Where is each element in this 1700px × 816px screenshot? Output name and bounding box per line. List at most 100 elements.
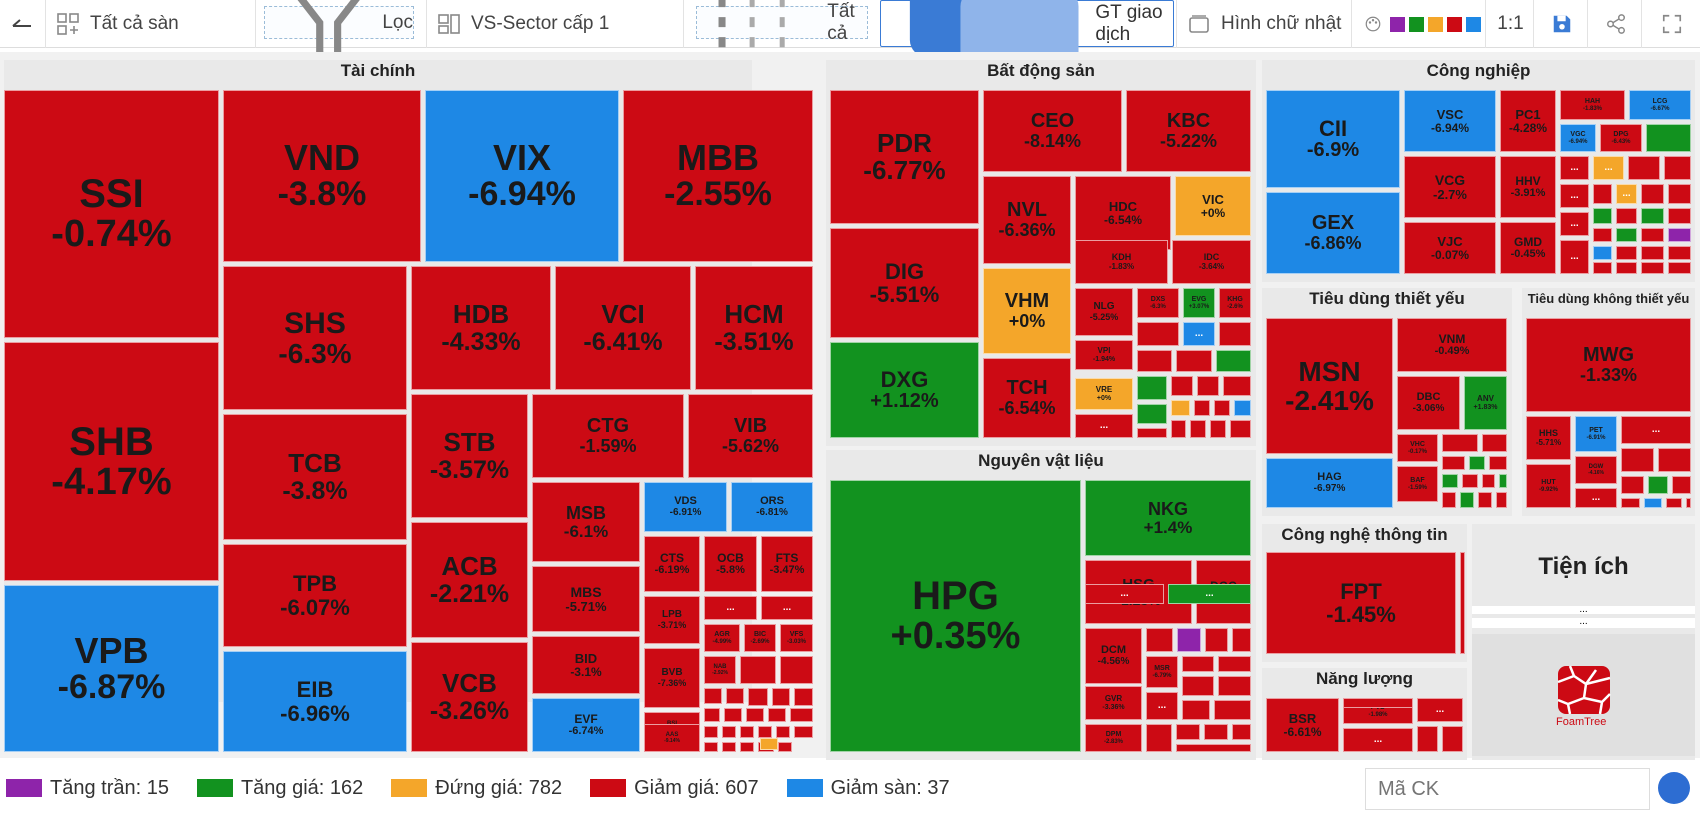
stock-tile-small[interactable] (1593, 246, 1612, 260)
stock-tile-small[interactable] (740, 742, 754, 752)
stock-tile-pdr[interactable]: PDR -6.77% (830, 90, 979, 224)
shape-select[interactable]: Hình chữ nhật (1176, 0, 1352, 48)
stock-tile-dig[interactable]: DIG -5.51% (830, 228, 979, 338)
stock-tile-tpb[interactable]: TPB -6.07% (223, 544, 407, 647)
palette-swatch[interactable] (1409, 16, 1424, 32)
stock-tile-ocb[interactable]: OCB -5.8% (704, 536, 757, 592)
stock-tile-anv[interactable]: ANV +1.83% (1464, 376, 1507, 430)
stock-tile-small[interactable] (1460, 552, 1465, 654)
stock-tile-small[interactable]: ... (1575, 488, 1617, 508)
stock-tile-idc[interactable]: IDC -3.64% (1172, 240, 1251, 284)
stock-tile-nvl[interactable]: NVL -6.36% (983, 176, 1071, 264)
fullscreen-button[interactable] (1644, 0, 1700, 48)
stock-tile-small[interactable]: ... (1417, 698, 1463, 722)
stock-tile-vhm[interactable]: VHM +0% (983, 268, 1071, 354)
stock-tile-small[interactable]: ... (1075, 414, 1133, 438)
stock-tile-vnm[interactable]: VNM -0.49% (1397, 318, 1507, 372)
stock-tile-small[interactable] (1641, 208, 1664, 224)
stock-tile-vfs[interactable]: VFS -3.03% (780, 624, 813, 652)
stock-tile-aas[interactable]: AAS -9.14% (644, 724, 700, 752)
stock-tile-small[interactable] (704, 742, 718, 752)
share-button[interactable] (1590, 0, 1642, 48)
stock-tile-stb[interactable]: STB -3.57% (411, 394, 528, 518)
stock-tile-dpm[interactable]: DPM -2.83% (1085, 724, 1142, 752)
stock-tile-small[interactable] (1469, 456, 1485, 470)
stock-tile-small[interactable] (1666, 498, 1682, 508)
stock-tile-small[interactable] (1686, 498, 1691, 508)
stock-tile-small[interactable] (776, 726, 790, 738)
stock-tile-small[interactable] (1442, 726, 1463, 752)
stock-tile-small[interactable] (1442, 456, 1465, 470)
stock-tile-small[interactable] (1177, 628, 1201, 652)
stock-tile-small[interactable] (1232, 724, 1251, 740)
stock-tile-vnd[interactable]: VND -3.8% (223, 90, 421, 262)
stock-tile-hdc[interactable]: HDC -6.54% (1075, 176, 1171, 250)
exchange-select[interactable]: Tất cả sàn (46, 0, 256, 48)
utility-subgroup[interactable]: ... (1472, 605, 1695, 615)
stock-tile-small[interactable] (1205, 628, 1228, 652)
stock-tile-bid[interactable]: BID -3.1% (532, 636, 640, 694)
stock-tile-hah[interactable]: HAH -1.83% (1560, 90, 1625, 120)
stock-tile-bvb[interactable]: BVB -7.36% (644, 648, 700, 708)
stock-tile-small[interactable] (1593, 228, 1612, 242)
stock-tile-gex[interactable]: GEX -6.86% (1266, 192, 1400, 274)
stock-tile-small[interactable] (780, 656, 813, 684)
stock-tile-pet[interactable]: PET -6.91% (1575, 416, 1617, 452)
stock-tile-dgw[interactable]: DGW -4.16% (1575, 456, 1617, 484)
filter-button[interactable]: Lọc (264, 0, 414, 69)
stock-tile-agr[interactable]: AGR -4.99% (704, 624, 740, 652)
stock-tile-lpb[interactable]: LPB -3.71% (644, 596, 700, 644)
stock-tile-small[interactable] (772, 688, 790, 706)
stock-tile-bsr[interactable]: BSR -6.61% (1266, 698, 1339, 752)
stock-tile-small[interactable] (704, 708, 720, 722)
stock-tile-small[interactable] (1593, 262, 1612, 274)
stock-tile-small[interactable] (1137, 428, 1167, 438)
stock-tile-shb[interactable]: SHB -4.17% (4, 342, 219, 581)
stock-tile-small[interactable] (1460, 492, 1474, 508)
stock-tile-small[interactable] (1668, 262, 1691, 274)
stock-tile-vcg[interactable]: VCG -2.7% (1404, 156, 1496, 218)
stock-tile-vix[interactable]: VIX -6.94% (425, 90, 619, 262)
stock-tile-small[interactable] (760, 738, 778, 750)
stock-tile-small[interactable] (1204, 724, 1228, 740)
back-button[interactable] (0, 0, 46, 48)
stock-tile-ssi[interactable]: SSI -0.74% (4, 90, 219, 338)
stock-tile-small[interactable] (1146, 628, 1173, 652)
stock-tile-small[interactable] (1182, 676, 1214, 696)
stock-tile-small[interactable] (794, 726, 813, 738)
stock-tile-small[interactable]: ... (1146, 692, 1178, 720)
stock-tile-small[interactable] (1171, 420, 1186, 438)
stock-tile-small[interactable]: ... (1560, 212, 1589, 236)
stock-tile-small[interactable] (1137, 350, 1172, 372)
scope-select[interactable]: Tất cả (696, 0, 868, 72)
stock-tile-small[interactable] (1171, 376, 1193, 396)
stock-tile-small[interactable] (1146, 724, 1172, 752)
stock-tile-small[interactable] (1616, 208, 1637, 224)
stock-tile-small[interactable] (1194, 400, 1210, 416)
stock-tile-small[interactable] (1482, 434, 1507, 452)
stock-tile-small[interactable] (1218, 676, 1251, 696)
stock-tile-small[interactable] (726, 688, 744, 704)
stock-tile-small[interactable]: ... (1560, 156, 1589, 180)
stock-tile-small[interactable] (1646, 124, 1691, 152)
palette-swatch[interactable] (1390, 16, 1405, 32)
stock-tile-small[interactable]: ... (704, 596, 757, 620)
stock-tile-small[interactable] (748, 688, 768, 706)
stock-tile-dcm[interactable]: DCM -4.56% (1085, 628, 1142, 684)
stock-search-input[interactable] (1365, 768, 1650, 810)
stock-tile-dbc[interactable]: DBC -3.06% (1397, 376, 1460, 430)
stock-tile-kdh[interactable]: KDH -1.83% (1075, 240, 1168, 284)
stock-tile-mwg[interactable]: MWG -1.33% (1526, 318, 1691, 412)
stock-tile-vci[interactable]: VCI -6.41% (555, 266, 691, 390)
stock-tile-small[interactable] (1234, 400, 1251, 416)
stock-tile-hhv[interactable]: HHV -3.91% (1500, 156, 1556, 218)
stock-tile-small[interactable] (1137, 404, 1167, 424)
stock-tile-small[interactable] (778, 742, 792, 752)
stock-tile-small[interactable] (1489, 456, 1507, 470)
stock-tile-small[interactable] (1442, 434, 1478, 452)
stock-tile-small[interactable] (1621, 476, 1644, 494)
stock-tile-small[interactable] (1668, 184, 1691, 204)
stock-tile-small[interactable] (1197, 376, 1219, 396)
stock-tile-small[interactable] (1593, 208, 1612, 224)
stock-tile-vjc[interactable]: VJC -0.07% (1404, 222, 1496, 274)
